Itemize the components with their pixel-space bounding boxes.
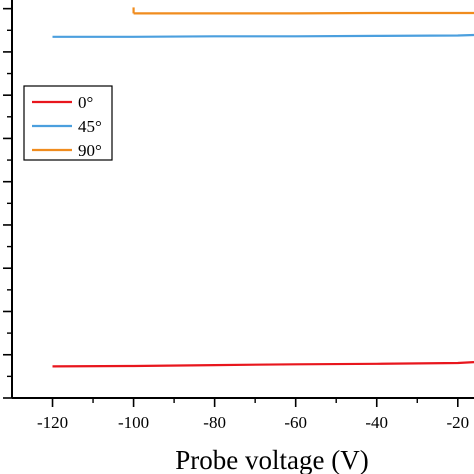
x-axis-title: Probe voltage (V) (175, 445, 368, 474)
x-tick-label: -120 (37, 413, 68, 432)
plot-frame (11, 0, 474, 399)
legend-label: 45° (78, 117, 102, 136)
x-tick-label: -60 (284, 413, 307, 432)
y-axis (3, 7, 12, 399)
x-axis: -120 -100 -80 -60 -40 -20 (37, 398, 469, 432)
series-lines (52, 7, 474, 368)
legend-label: 90° (78, 141, 102, 160)
x-tick-label: -80 (203, 413, 226, 432)
legend: 0° 45° 90° (23, 85, 113, 161)
x-tick-label: -20 (446, 413, 469, 432)
legend-box (23, 85, 113, 161)
x-tick-label: -100 (118, 413, 149, 432)
series-line-0 (52, 361, 474, 368)
x-tick-label: -40 (365, 413, 388, 432)
series-line-1 (52, 33, 474, 38)
legend-label: 0° (78, 93, 93, 112)
